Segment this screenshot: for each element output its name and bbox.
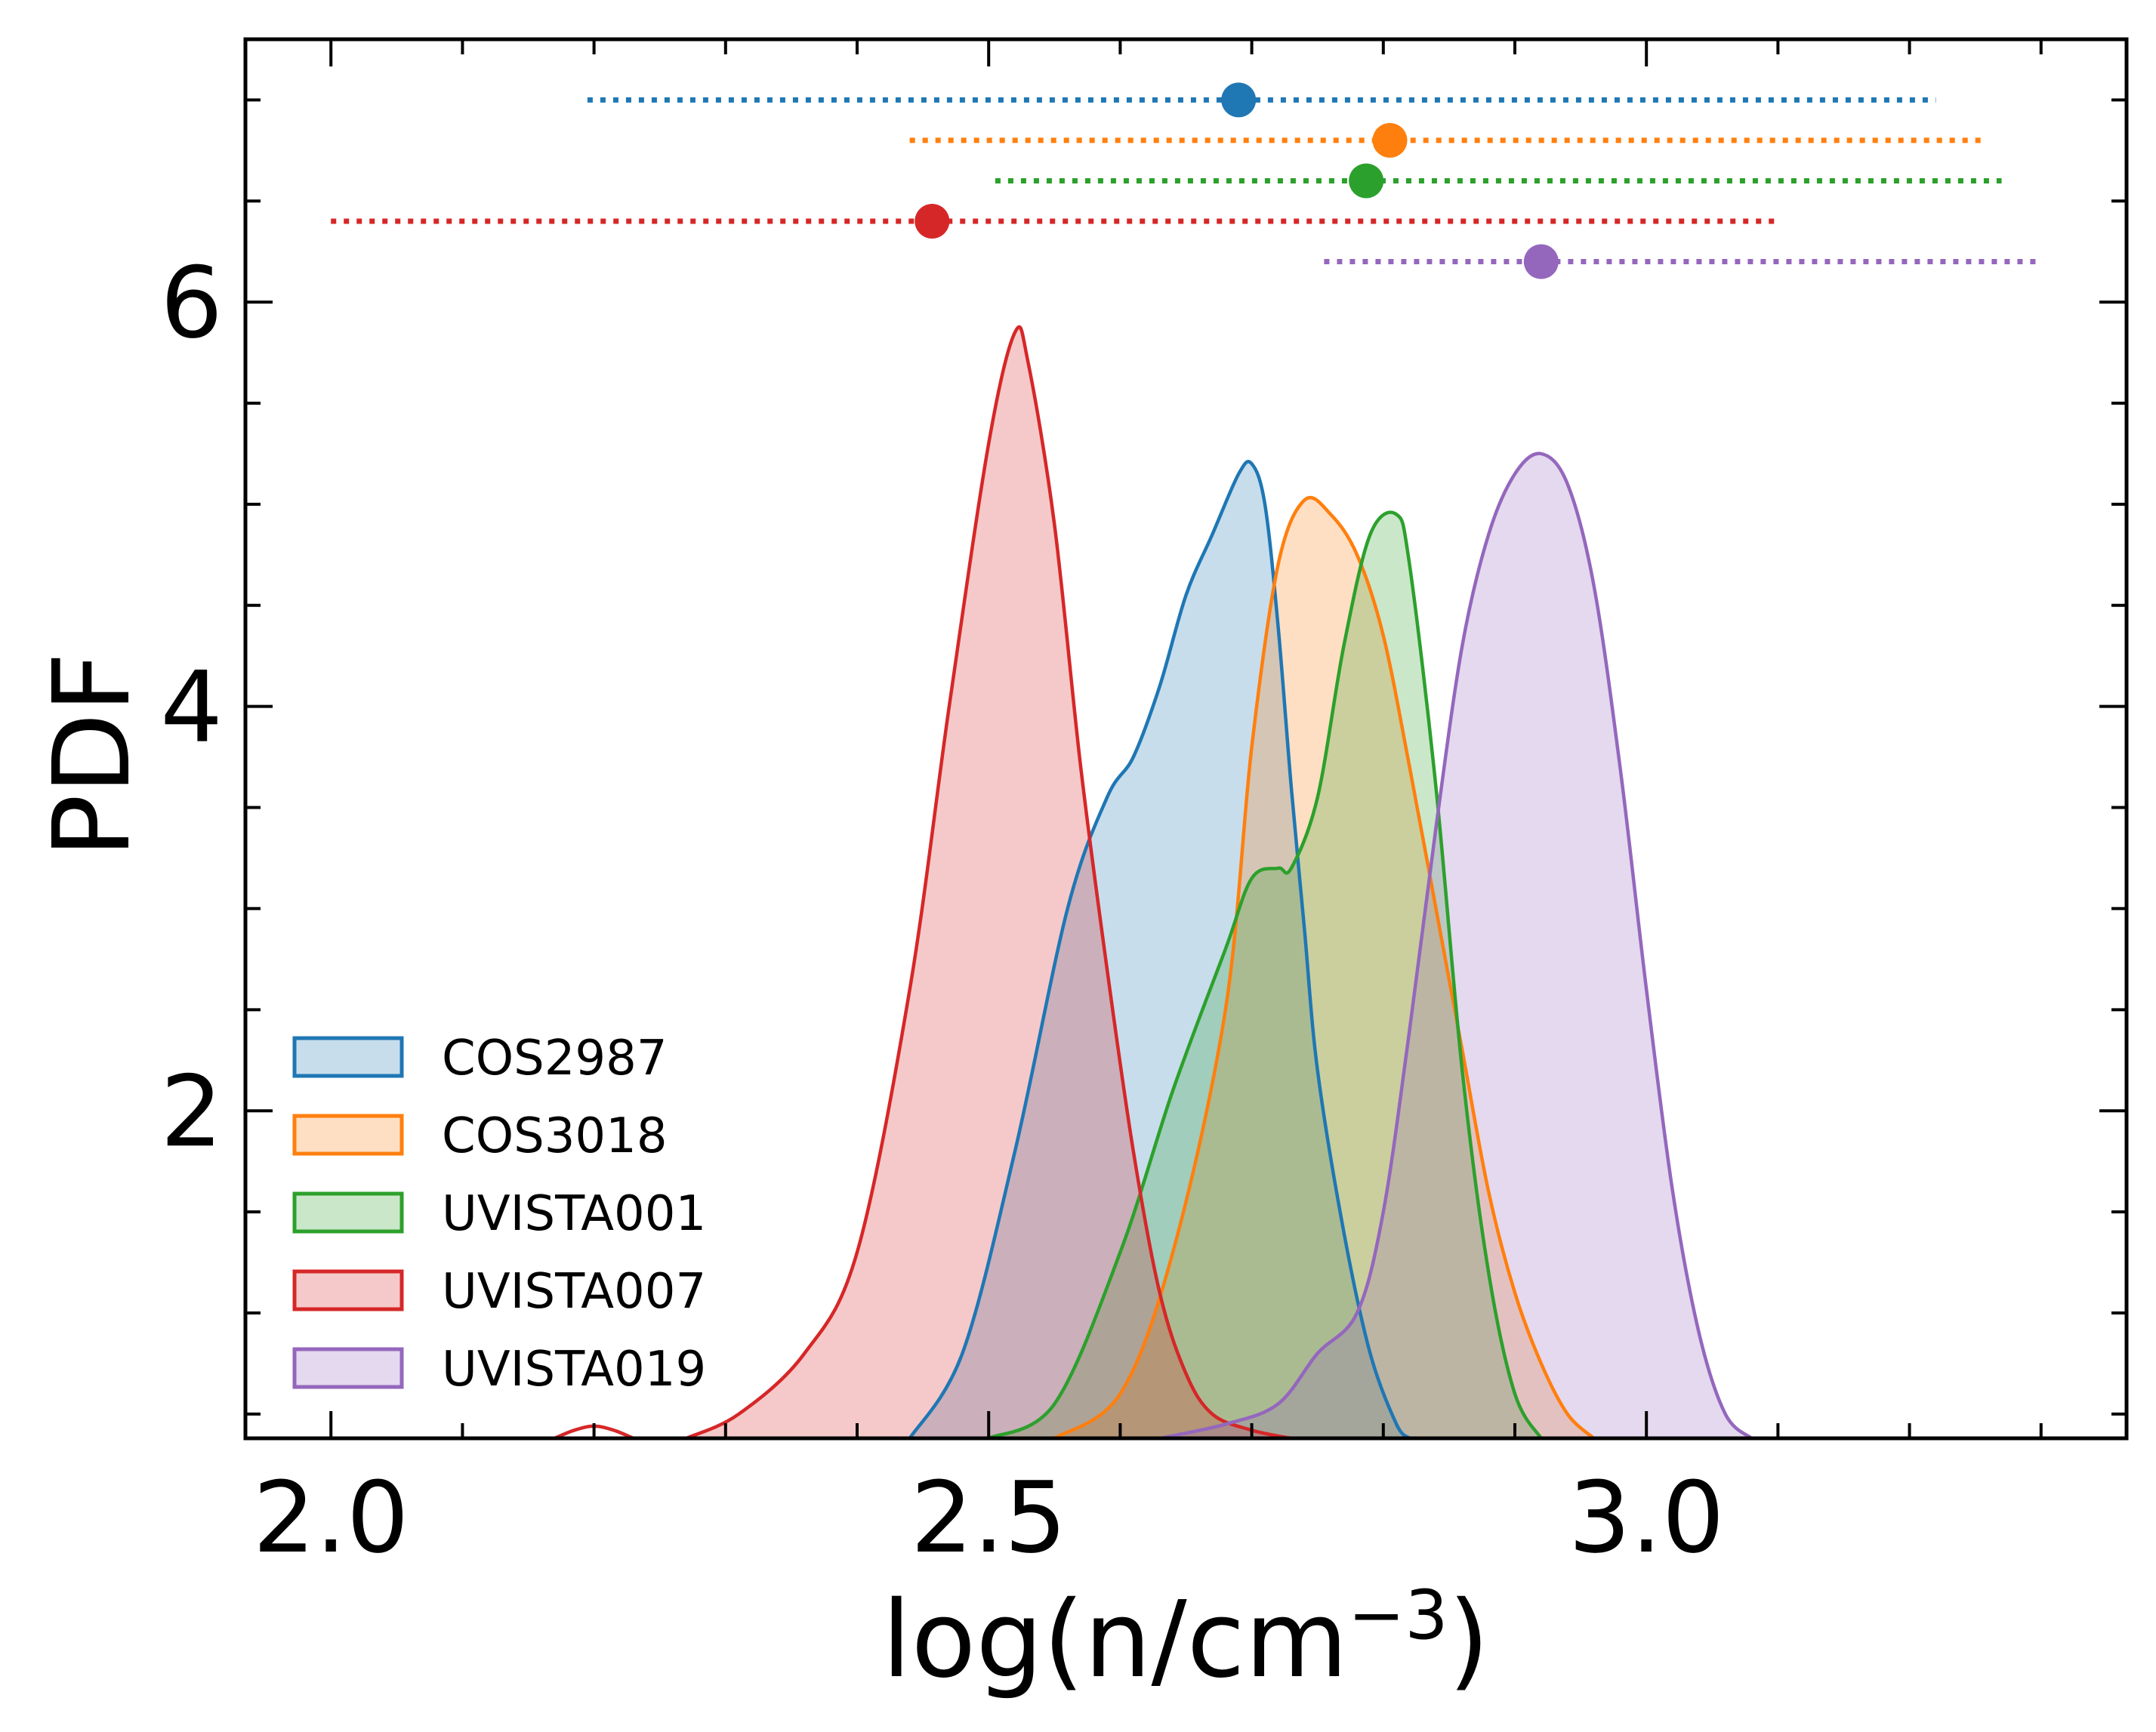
median-point-cos3018	[1372, 122, 1408, 158]
legend-swatch-uvista001	[292, 1191, 404, 1234]
pdf-curve-cos3018	[1053, 495, 1596, 1440]
tick-labels: 2.0 2.5 3.0 2 4 6	[160, 245, 1724, 1575]
x-tick-label: 2.0	[253, 1460, 409, 1575]
median-point-uvista001	[1349, 163, 1384, 199]
legend-swatch-cos3018	[292, 1114, 404, 1156]
legend-label-cos2987: COS2987	[442, 1031, 668, 1086]
legend-swatch-cos2987	[292, 1036, 404, 1078]
pdf-curve-cos2987	[908, 460, 1411, 1440]
pdf-curve-uvista019	[1159, 451, 1753, 1441]
legend-swatch-uvista007	[292, 1269, 404, 1311]
legend-label-uvista007: UVISTA007	[442, 1264, 706, 1320]
axis-ticks	[245, 39, 2127, 1438]
median-point-cos2987	[1221, 82, 1257, 118]
pdf-fill-layer	[686, 326, 1752, 1439]
legend-swatch-uvista019	[292, 1347, 404, 1389]
pdf-area-cos3018	[1054, 498, 1594, 1439]
pdf-area-uvista019	[1159, 453, 1752, 1438]
median-point-uvista019	[1523, 244, 1559, 279]
x-axis-title: log(n/cm−3)	[882, 1576, 1490, 1702]
y-axis-title: PDF	[31, 652, 154, 858]
median-range-markers	[331, 82, 2041, 279]
pdf-curve-uvista007	[685, 325, 1292, 1441]
x-tick-label: 3.0	[1568, 1460, 1725, 1575]
y-tick-label: 4	[160, 650, 223, 765]
pdf-area-uvista007	[686, 326, 1291, 1439]
pdf-curve-uvista001	[988, 510, 1543, 1441]
legend-label-uvista001: UVISTA001	[442, 1186, 706, 1242]
plot-frame	[243, 37, 2129, 1441]
legend-label-cos3018: COS3018	[442, 1108, 668, 1164]
legend-label-uvista019: UVISTA019	[442, 1342, 706, 1398]
y-tick-label: 6	[160, 245, 223, 360]
pdf-area-uvista001	[989, 512, 1541, 1439]
median-point-uvista007	[915, 203, 950, 239]
x-tick-label: 2.5	[911, 1460, 1067, 1575]
y-tick-label: 2	[160, 1054, 223, 1169]
legend: COS2987 COS3018 UVISTA001 UVISTA007 UVISTA01…	[292, 1031, 706, 1398]
